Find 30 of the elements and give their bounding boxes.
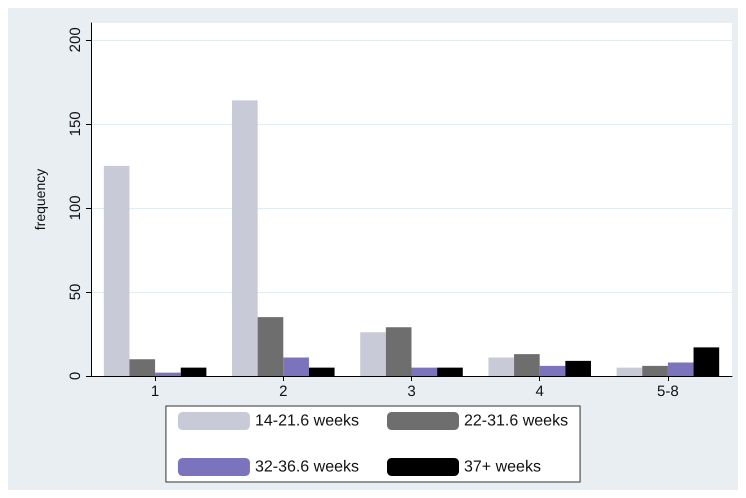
- bar: [129, 359, 156, 376]
- y-tick-label: 200: [67, 27, 84, 52]
- legend-label: 22-31.6 weeks: [464, 412, 568, 430]
- y-tick-label: 100: [67, 195, 84, 220]
- bar: [104, 166, 130, 376]
- legend-label: 14-21.6 weeks: [254, 412, 359, 430]
- y-tick-label: 50: [67, 284, 84, 300]
- x-tick-label: 2: [279, 383, 288, 400]
- bar: [488, 358, 514, 376]
- x-tick-label: 5-8: [657, 383, 679, 400]
- bar: [155, 372, 181, 376]
- bar: [360, 332, 386, 376]
- bar: [386, 327, 412, 376]
- bar: [258, 317, 284, 376]
- bar: [616, 368, 642, 376]
- x-tick-label: 4: [536, 383, 544, 400]
- legend-label: 32-36.6 weeks: [254, 458, 359, 476]
- bar: [232, 100, 258, 376]
- bar: [668, 362, 694, 376]
- x-tick-label: 3: [407, 383, 416, 400]
- y-tick-label: 0: [67, 372, 84, 380]
- bar: [642, 366, 668, 376]
- y-axis-title: frequency: [32, 168, 48, 230]
- x-tick-label: 1: [150, 383, 160, 400]
- bar: [514, 354, 540, 376]
- y-tick-label: 150: [67, 111, 84, 136]
- legend-label: 37+ weeks: [464, 458, 541, 476]
- bar: [412, 368, 438, 376]
- bar: [540, 366, 566, 376]
- bar: [283, 358, 309, 376]
